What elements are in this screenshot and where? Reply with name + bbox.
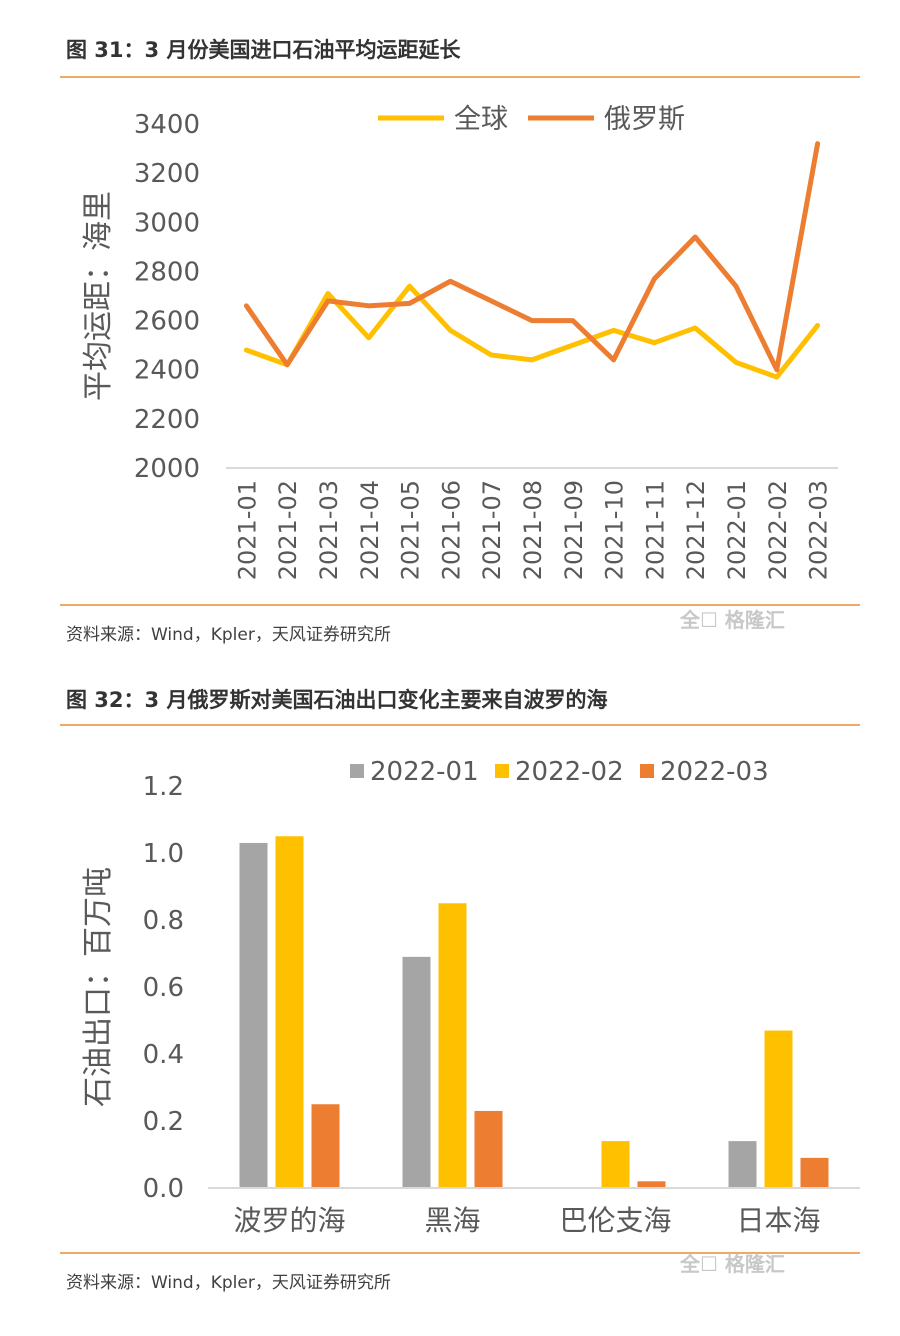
y-tick-label: 0.4 (143, 1040, 184, 1070)
bar-2022-03 (311, 1104, 340, 1188)
figure-32-bottom-rule (60, 1252, 860, 1254)
figure-32-watermark: 全☐ 格隆汇 (680, 1252, 785, 1276)
x-tick-label: 2021-09 (560, 480, 588, 580)
y-axis-title: 石油出口：百万吨 (81, 867, 116, 1107)
series-line-russia (243, 141, 821, 373)
bar-2022-01 (239, 842, 268, 1188)
x-tick-label: 2022-03 (805, 480, 833, 580)
figure-31-watermark: 全☐ 格隆汇 (680, 608, 785, 632)
line-chart: 2000 2200 2400 2600 2800 3000 3200 3400 平均运距：海里 2… (81, 104, 838, 580)
y-tick-label: 1.2 (143, 772, 184, 802)
y-tick-label: 2800 (134, 257, 200, 287)
x-tick-label: 2021-10 (601, 480, 629, 580)
x-tick-label: 2022-01 (723, 480, 751, 580)
bar-2022-02 (601, 1141, 630, 1188)
y-tick-label: 0.2 (143, 1107, 184, 1137)
y-tick-label: 3400 (134, 110, 200, 140)
legend-label: 2022-03 (660, 757, 769, 787)
y-tick-label: 2200 (134, 405, 200, 435)
y-tick-label: 0.0 (143, 1174, 184, 1204)
legend-label: 全球 (454, 104, 508, 135)
figure-31-top-rule (60, 76, 860, 78)
bar-2022-01 (728, 1141, 757, 1188)
bar-2022-03 (474, 1110, 503, 1188)
legend-swatch (350, 764, 364, 778)
figure-31-panel: 图 31：3 月份美国进口石油平均运距延长 2000 2200 2400 2600 28… (0, 0, 900, 660)
x-tick-label: 2021-08 (519, 480, 547, 580)
bar-2022-02 (764, 1030, 793, 1188)
x-category-label: 巴伦支海 (559, 1204, 671, 1237)
x-tick-label: 2021-03 (315, 480, 343, 580)
x-category-label: 波罗的海 (233, 1204, 345, 1237)
x-tick-label: 2021-07 (478, 480, 506, 580)
x-tick-label: 2021-01 (233, 480, 261, 580)
figure-32-title: 图 32：3 月俄罗斯对美国石油出口变化主要来自波罗的海 (66, 688, 608, 712)
y-tick-label: 3000 (134, 208, 200, 238)
x-tick-label: 2021-06 (437, 480, 465, 580)
x-category-label: 日本海 (736, 1204, 820, 1237)
y-tick-label: 0.6 (143, 973, 184, 1003)
bar-2022-02 (438, 903, 467, 1188)
figure-32-source: 资料来源：Wind，Kpler，天风证券研究所 (66, 1273, 391, 1293)
y-axis-title: 平均运距：海里 (81, 191, 116, 401)
y-tick-label: 2600 (134, 307, 200, 337)
x-tick-label: 2021-05 (397, 480, 425, 580)
figure-31-source: 资料来源：Wind，Kpler，天风证券研究所 (66, 625, 391, 645)
legend-label: 2022-01 (370, 757, 479, 787)
figure-31-title: 图 31：3 月份美国进口石油平均运距延长 (66, 38, 461, 62)
figure-32-top-rule (60, 724, 860, 726)
series-line-global (243, 283, 821, 380)
y-tick-label: 2000 (134, 454, 200, 484)
x-tick-label: 2021-04 (356, 480, 384, 580)
bar-2022-03 (800, 1157, 829, 1188)
y-tick-label: 3200 (134, 159, 200, 189)
x-tick-label: 2021-12 (682, 480, 710, 580)
x-tick-label: 2021-11 (641, 480, 669, 580)
y-tick-label: 2400 (134, 356, 200, 386)
x-tick-label: 2022-02 (764, 480, 792, 580)
bar-2022-01 (402, 956, 431, 1188)
y-tick-label: 1.0 (143, 839, 184, 869)
bar-2022-03 (637, 1181, 666, 1188)
figure-31-bottom-rule (60, 604, 860, 606)
x-category-label: 黑海 (424, 1204, 480, 1237)
figure-32-panel: 图 32：3 月俄罗斯对美国石油出口变化主要来自波罗的海 0.0 0.2 0.4 0.… (0, 660, 900, 1336)
legend-label: 2022-02 (515, 757, 624, 787)
bar-2022-02 (275, 836, 304, 1188)
legend-swatch (495, 764, 509, 778)
legend-swatch (640, 764, 654, 778)
y-tick-label: 0.8 (143, 906, 184, 936)
legend-label: 俄罗斯 (604, 104, 685, 135)
x-tick-label: 2021-02 (274, 480, 302, 580)
